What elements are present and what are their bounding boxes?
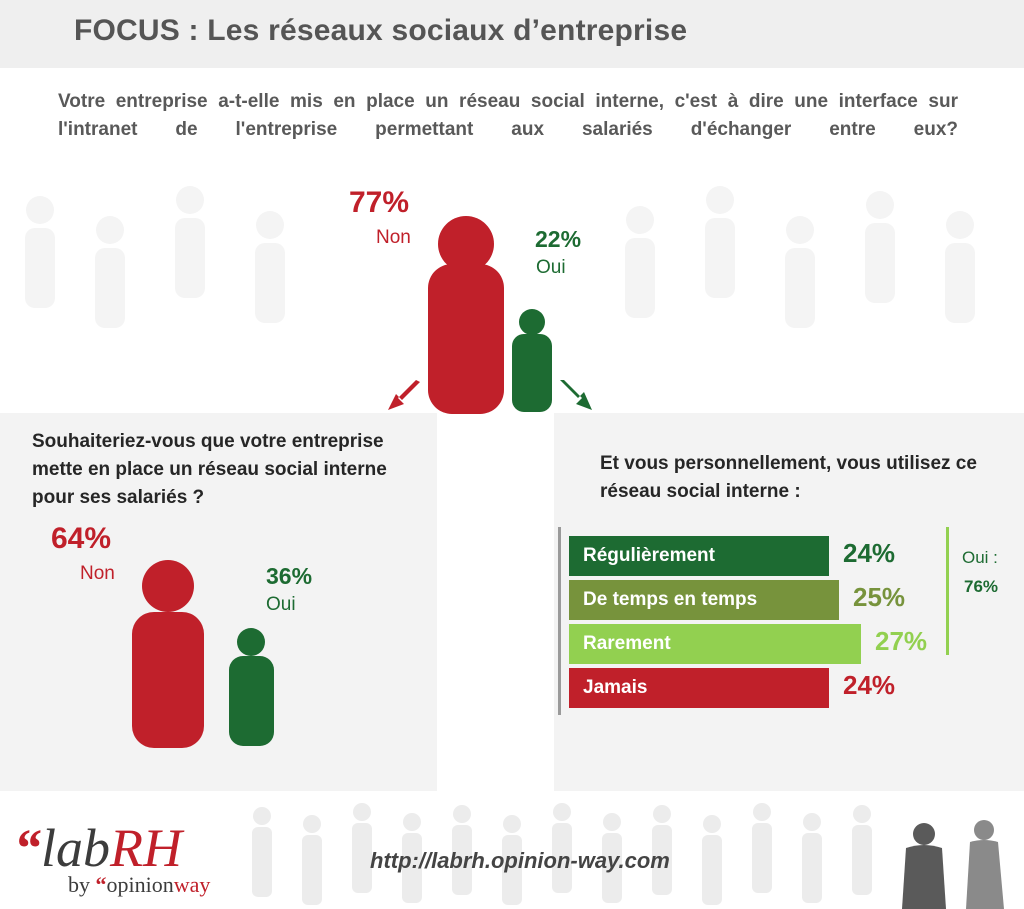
oui-total-value: 76% bbox=[964, 577, 999, 596]
bar-label: De temps en temps bbox=[583, 589, 758, 610]
bar-1: Régulièrement bbox=[569, 536, 829, 576]
chart1-oui-label: Oui bbox=[536, 257, 566, 278]
left-panel bbox=[0, 413, 437, 791]
chart1-non-arrow-icon bbox=[388, 380, 420, 410]
chart1-oui-figure bbox=[512, 309, 552, 412]
businessman-silhouette-icon bbox=[902, 823, 946, 909]
crowd-background-image bbox=[25, 186, 975, 328]
labrh-logo: “labRH bbox=[14, 818, 182, 878]
footer-crowd-image bbox=[252, 803, 1004, 909]
chart1-non-figure bbox=[428, 216, 504, 414]
chart3-axis-line bbox=[558, 527, 561, 715]
bar-label: Régulièrement bbox=[583, 545, 715, 566]
chart2-non-figure bbox=[132, 560, 204, 748]
chart2-oui-value: 36% bbox=[266, 563, 313, 589]
chart1-oui-value: 22% bbox=[535, 226, 582, 252]
chart2-non-value: 64% bbox=[51, 522, 112, 555]
oui-bracket bbox=[946, 527, 949, 655]
chart2-oui-figure bbox=[229, 628, 274, 746]
oui-total-label: Oui : bbox=[962, 548, 998, 567]
chart2-question: Souhaiteriez-vous que votre entreprise m… bbox=[32, 431, 387, 508]
bar-value: 24% bbox=[843, 538, 896, 568]
chart2-pictogram bbox=[132, 560, 274, 748]
bar-4: Jamais bbox=[569, 668, 829, 708]
footer-url[interactable]: http://labrh.opinion-way.com bbox=[370, 848, 670, 873]
bar-2: De temps en temps bbox=[569, 580, 839, 620]
main-question: Votre entreprise a-t-elle mis en place u… bbox=[58, 91, 958, 140]
page-title: FOCUS : Les réseaux sociaux d’entreprise bbox=[74, 14, 688, 47]
bar-label: Jamais bbox=[583, 677, 648, 698]
bar-value: 25% bbox=[853, 582, 906, 612]
chart1-oui-arrow-icon bbox=[560, 380, 592, 410]
chart1-non-label: Non bbox=[376, 227, 411, 248]
chart2-non-label: Non bbox=[80, 563, 115, 584]
bar-value: 24% bbox=[843, 670, 896, 700]
chart2-oui-label: Oui bbox=[266, 594, 296, 615]
bar-3: Rarement bbox=[569, 624, 861, 664]
businesswoman-silhouette-icon bbox=[966, 820, 1004, 909]
header-band bbox=[0, 0, 1024, 68]
chart1-pictogram bbox=[388, 216, 592, 414]
opinionway-logo: by “opinionway bbox=[68, 872, 211, 897]
bar-value: 27% bbox=[875, 626, 928, 656]
chart3-question: Et vous personnellement, vous utilisez c… bbox=[600, 453, 977, 502]
chart1-non-value: 77% bbox=[349, 186, 410, 219]
bar-label: Rarement bbox=[583, 633, 671, 654]
